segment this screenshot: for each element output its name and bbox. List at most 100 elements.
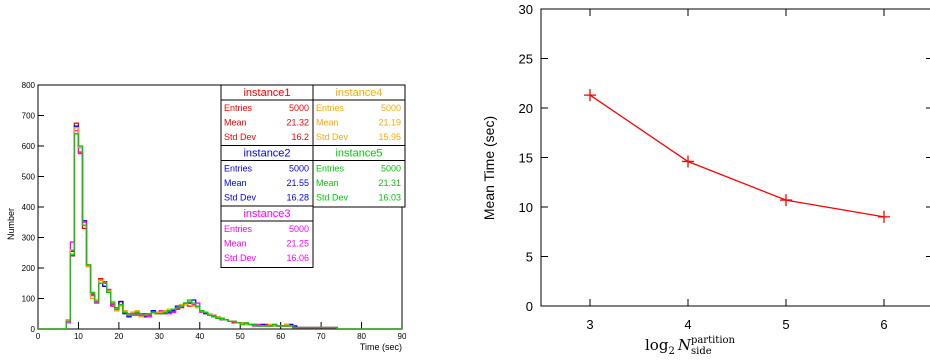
line-chart-y-axis-label: Mean Time (sec) — [481, 116, 497, 220]
stats-box-title: instance1 — [243, 87, 290, 99]
x-label-log-base: 2 — [668, 346, 674, 357]
y-tick-label: 0 — [526, 299, 533, 314]
stats-value: 5000 — [381, 103, 401, 113]
stats-value: 5000 — [289, 224, 309, 234]
stats-value: 5000 — [381, 164, 401, 174]
x-tick-label: 40 — [195, 332, 204, 341]
stats-box-title: instance4 — [335, 87, 382, 99]
stats-value: 5000 — [289, 103, 309, 113]
stats-value: 15.95 — [378, 132, 401, 142]
y-tick-label: 700 — [22, 112, 36, 121]
line-chart-x-axis: 3 4 5 6 — [586, 9, 888, 332]
x-tick-label: 70 — [317, 332, 326, 341]
x-tick-label: 6 — [880, 317, 887, 332]
x-tick-label: 3 — [586, 317, 593, 332]
x-tick-label: 80 — [357, 332, 366, 341]
stats-box-title: instance3 — [243, 208, 290, 220]
stats-label: Mean — [224, 239, 247, 249]
histogram-y-axis-label: Number — [6, 208, 16, 240]
stats-value: 16.06 — [286, 253, 309, 263]
stats-box-frame — [220, 84, 314, 147]
stats-label: Mean — [316, 178, 339, 188]
y-tick-label: 0 — [31, 325, 36, 334]
x-tick-label: 20 — [114, 332, 123, 341]
line-chart-x-axis-label: log2 Npartition side — [645, 335, 736, 357]
histogram-x-axis-label: Time (sec) — [360, 342, 402, 352]
y-tick-label: 300 — [22, 234, 36, 243]
stats-label: Std Dev — [224, 193, 257, 203]
y-tick-label: 25 — [519, 52, 533, 67]
x-label-n: N — [677, 336, 692, 354]
y-tick-label: 600 — [22, 142, 36, 151]
data-point-marker — [878, 210, 890, 223]
histogram-y-axis: 0 100 200 300 400 500 600 700 800 — [22, 81, 44, 334]
stats-label: Mean — [224, 178, 247, 188]
x-tick-label: 4 — [684, 317, 691, 332]
y-tick-label: 10 — [519, 200, 533, 215]
x-tick-label: 50 — [236, 332, 245, 341]
histogram-chart: 0 100 200 300 400 500 600 700 800 0 10 20 30 40 50 60 7… — [6, 81, 407, 352]
stats-label: Std Dev — [316, 193, 349, 203]
stats-value: 16.03 — [378, 193, 401, 203]
line-series — [589, 94, 885, 218]
x-tick-label: 5 — [782, 317, 789, 332]
y-tick-label: 500 — [22, 173, 36, 182]
stats-label: Mean — [224, 118, 247, 128]
stats-label: Entries — [224, 224, 253, 234]
x-tick-label: 10 — [74, 332, 83, 341]
line-chart-series — [584, 89, 890, 223]
stats-value: 16.2 — [291, 132, 309, 142]
stats-label: Entries — [316, 164, 345, 174]
stats-value: 16.28 — [286, 193, 309, 203]
x-label-subscript: side — [691, 346, 712, 357]
y-tick-label: 20 — [519, 101, 533, 116]
stats-box-instance2: instance2 Entries 5000 Mean 21.55 Std Dev 16.2… — [220, 145, 314, 208]
stats-value: 21.32 — [286, 118, 309, 128]
x-tick-label: 60 — [276, 332, 285, 341]
histogram-x-axis: 0 10 20 30 40 50 60 70 80 90 — [36, 322, 407, 341]
stats-box-instance4: instance4 Entries 5000 Mean 21.19 Std Dev 15.9… — [312, 84, 406, 147]
stats-box-frame — [220, 205, 314, 268]
data-point-marker — [584, 89, 596, 102]
stats-label: Mean — [316, 118, 339, 128]
stats-label: Std Dev — [224, 253, 257, 263]
stats-label: Entries — [224, 164, 253, 174]
stats-value: 21.55 — [286, 178, 309, 188]
stats-value: 21.25 — [286, 239, 309, 249]
x-tick-label: 0 — [36, 332, 41, 341]
histogram-series — [38, 122, 402, 330]
line-chart: 0 5 10 15 20 25 30 3 4 5 6 Mean Time (sec) log2 Np… — [481, 2, 930, 357]
stats-box-frame — [312, 145, 406, 208]
stats-box-instance3: instance3 Entries 5000 Mean 21.25 Std Dev 16.0… — [220, 205, 314, 268]
data-point-marker — [780, 194, 792, 207]
y-tick-label: 100 — [22, 295, 36, 304]
stats-value: 5000 — [289, 164, 309, 174]
x-label-log: log — [645, 336, 669, 354]
stats-boxes: instance1 Entries 5000 Mean 21.32 Std Dev 16.2… — [220, 84, 406, 268]
y-tick-label: 30 — [519, 2, 533, 17]
x-label-superscript: partition — [691, 335, 736, 346]
data-point-marker — [682, 155, 694, 168]
y-tick-label: 5 — [526, 250, 533, 265]
stats-label: Entries — [316, 103, 345, 113]
stats-value: 21.19 — [378, 118, 401, 128]
line-chart-frame — [540, 8, 930, 307]
stats-box-instance1: instance1 Entries 5000 Mean 21.32 Std Dev 16.2 — [220, 84, 314, 147]
y-tick-label: 400 — [22, 203, 36, 212]
stats-label: Std Dev — [224, 132, 257, 142]
histogram-series-instance5 — [38, 133, 402, 330]
y-tick-label: 200 — [22, 264, 36, 273]
stats-box-title: instance5 — [335, 148, 382, 160]
x-tick-label: 30 — [155, 332, 164, 341]
stats-box-frame — [220, 145, 314, 208]
line-chart-y-axis: 0 5 10 15 20 25 30 — [519, 2, 930, 314]
x-tick-label: 90 — [398, 332, 407, 341]
y-tick-label: 800 — [22, 81, 36, 90]
stats-box-instance5: instance5 Entries 5000 Mean 21.31 Std Dev 16.0… — [312, 145, 406, 208]
stats-value: 21.31 — [378, 178, 401, 188]
stats-box-title: instance2 — [243, 148, 290, 160]
y-tick-label: 15 — [519, 151, 533, 166]
stats-label: Std Dev — [316, 132, 349, 142]
stats-label: Entries — [224, 103, 253, 113]
